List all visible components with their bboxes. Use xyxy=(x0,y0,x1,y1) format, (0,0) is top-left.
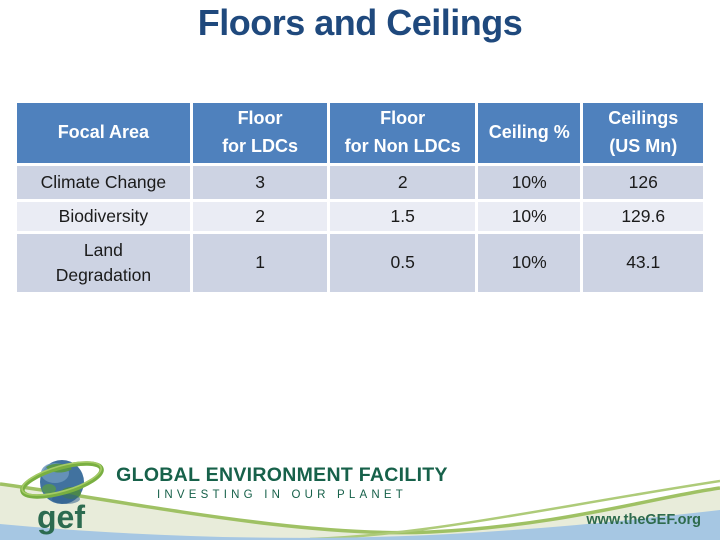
table-row-climate-change: Climate Change 3 2 10% 126 xyxy=(17,166,703,199)
gef-globe-icon xyxy=(20,460,104,504)
slide-title: Floors and Ceilings xyxy=(197,2,523,43)
cell-ceiling-pct: 10% xyxy=(478,202,581,231)
gef-logo-text: gef xyxy=(37,499,85,535)
cell-floor-non-ldcs: 1.5 xyxy=(330,202,475,231)
cell-floor-non-ldcs: 0.5 xyxy=(330,234,475,292)
cell-floor-ldcs: 1 xyxy=(192,234,328,292)
website-url-text: www.theGEF.org xyxy=(586,512,701,528)
cell-ceilings-usmn: 126 xyxy=(583,166,703,199)
table-row-biodiversity: Biodiversity 2 1.5 10% 129.6 xyxy=(17,202,703,231)
column-header-floor-non-ldcs: Floor for Non LDCs xyxy=(330,103,475,163)
column-header-focal-area: Focal Area xyxy=(17,103,190,163)
table-row-land-degradation: Land Degradation 1 0.5 10% 43.1 xyxy=(17,234,703,292)
cell-floor-ldcs: 3 xyxy=(192,166,328,199)
cell-ceiling-pct: 10% xyxy=(478,234,581,292)
cell-floor-non-ldcs: 2 xyxy=(330,166,475,199)
table-header-row: Focal Area Floor for LDCs Floor for Non … xyxy=(17,103,703,163)
column-header-floor-ldcs: Floor for LDCs xyxy=(192,103,328,163)
floors-ceilings-table: Focal Area Floor for LDCs Floor for Non … xyxy=(14,100,706,295)
org-name-text: GLOBAL ENVIRONMENT FACILITY xyxy=(116,464,448,486)
cell-focal-area: Climate Change xyxy=(17,166,190,199)
column-header-ceiling-pct: Ceiling % xyxy=(478,103,581,163)
cell-focal-area: Land Degradation xyxy=(17,234,190,292)
org-tagline-text: INVESTING IN OUR PLANET xyxy=(157,489,407,501)
cell-ceilings-usmn: 43.1 xyxy=(583,234,703,292)
footer-wave-graphic xyxy=(0,460,720,540)
cell-floor-ldcs: 2 xyxy=(192,202,328,231)
cell-ceilings-usmn: 129.6 xyxy=(583,202,703,231)
cell-ceiling-pct: 10% xyxy=(478,166,581,199)
column-header-ceilings-usmn: Ceilings (US Mn) xyxy=(583,103,703,163)
cell-focal-area: Biodiversity xyxy=(17,202,190,231)
